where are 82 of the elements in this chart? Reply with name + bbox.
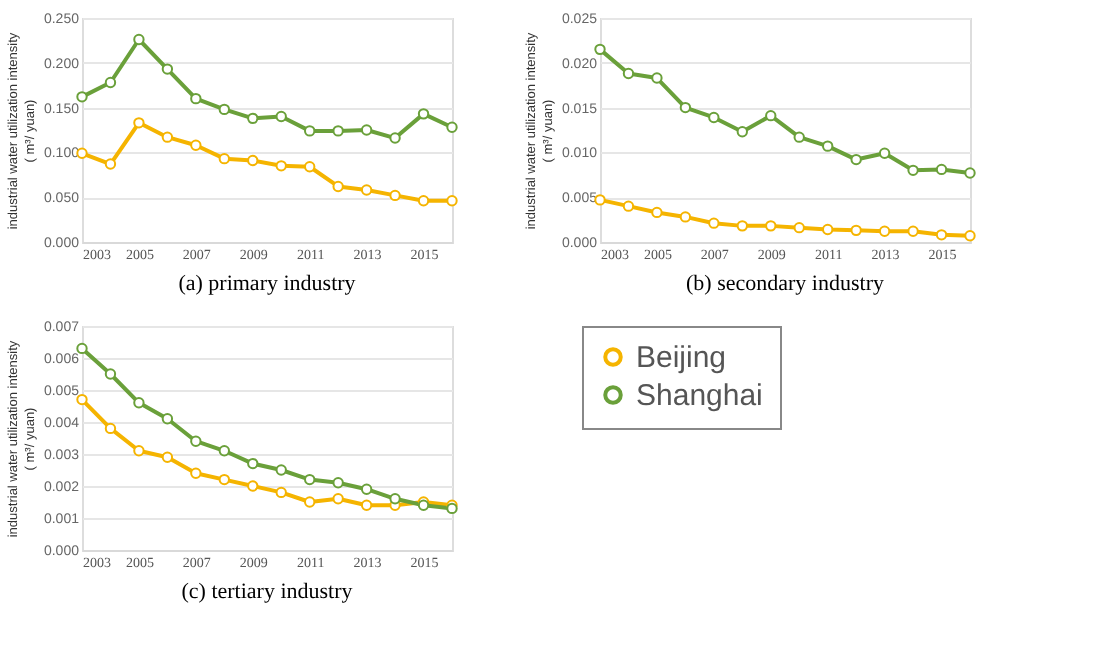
point xyxy=(765,109,777,122)
point xyxy=(161,451,174,463)
point xyxy=(133,397,145,409)
point xyxy=(736,126,748,138)
point xyxy=(304,496,316,508)
point xyxy=(935,163,948,176)
point xyxy=(275,464,287,476)
point xyxy=(190,435,202,447)
point xyxy=(389,132,401,144)
point xyxy=(104,76,117,89)
point xyxy=(822,223,834,236)
point xyxy=(275,110,287,123)
point xyxy=(878,147,891,159)
point xyxy=(651,72,663,84)
point xyxy=(161,413,174,425)
point xyxy=(389,189,401,202)
point xyxy=(190,92,202,105)
point xyxy=(651,206,663,219)
point xyxy=(104,368,117,380)
point xyxy=(76,342,88,355)
point xyxy=(133,445,145,457)
point xyxy=(935,229,948,241)
point xyxy=(332,180,344,193)
point xyxy=(360,499,373,511)
point xyxy=(679,211,692,223)
point xyxy=(594,43,606,56)
point xyxy=(133,117,145,129)
point xyxy=(76,393,88,406)
point xyxy=(765,220,777,232)
point xyxy=(247,457,259,470)
point xyxy=(389,493,401,505)
point xyxy=(76,91,88,103)
point xyxy=(247,112,259,125)
point xyxy=(304,473,316,486)
point xyxy=(360,184,373,196)
point xyxy=(218,152,230,165)
point xyxy=(446,121,458,133)
point xyxy=(104,158,117,170)
point xyxy=(907,164,919,176)
point xyxy=(275,486,287,499)
point xyxy=(247,480,259,492)
point xyxy=(708,217,720,229)
point xyxy=(218,445,230,457)
point xyxy=(679,101,692,114)
legend-label: Beijing xyxy=(636,341,727,375)
text: (b) secondary industry xyxy=(686,272,885,296)
point xyxy=(275,160,287,172)
point xyxy=(708,111,720,124)
point xyxy=(822,140,834,152)
point xyxy=(850,153,862,166)
point xyxy=(161,131,174,143)
point xyxy=(360,124,373,136)
point xyxy=(304,161,316,173)
point xyxy=(304,125,316,137)
point xyxy=(218,103,230,116)
point xyxy=(878,225,891,237)
point xyxy=(417,108,430,120)
point xyxy=(850,224,862,237)
point xyxy=(964,167,976,179)
point xyxy=(360,483,373,495)
text: (a) primary industry xyxy=(178,272,357,296)
point xyxy=(622,67,635,80)
point xyxy=(190,139,202,151)
point xyxy=(332,125,344,137)
point xyxy=(190,467,202,479)
point xyxy=(793,131,805,143)
point xyxy=(332,477,344,489)
point xyxy=(417,195,430,207)
point xyxy=(793,221,805,234)
point xyxy=(964,230,976,242)
point xyxy=(907,225,919,237)
point xyxy=(446,195,458,207)
point xyxy=(104,422,117,435)
point xyxy=(332,493,344,505)
point xyxy=(247,154,259,167)
point xyxy=(736,220,748,232)
point xyxy=(218,473,230,486)
text: (c) tertiary industry xyxy=(181,580,354,604)
point xyxy=(161,63,174,75)
legend-label: Shanghai xyxy=(636,379,763,413)
point xyxy=(133,33,145,46)
point xyxy=(622,200,635,212)
